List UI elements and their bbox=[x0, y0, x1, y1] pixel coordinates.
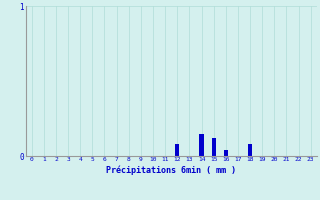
Bar bbox=[224, 150, 228, 156]
X-axis label: Précipitations 6min ( mm ): Précipitations 6min ( mm ) bbox=[106, 165, 236, 175]
Bar bbox=[175, 144, 180, 156]
Bar bbox=[212, 138, 216, 156]
Bar bbox=[199, 134, 204, 156]
Bar bbox=[248, 144, 252, 156]
